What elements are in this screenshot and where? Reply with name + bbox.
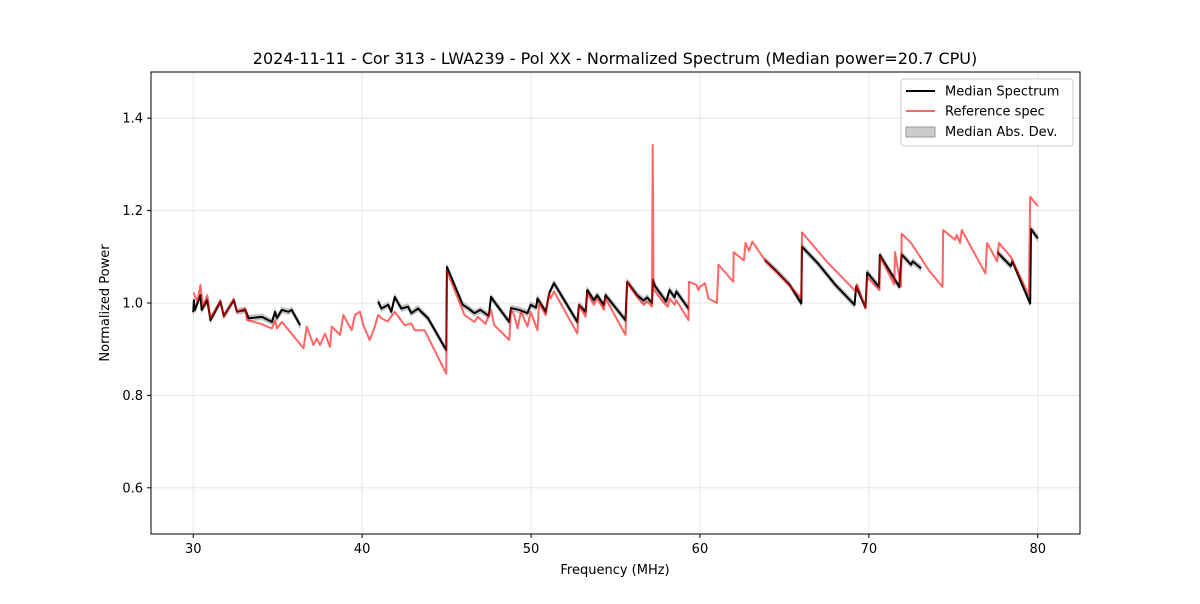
chart-title: 2024-11-11 - Cor 313 - LWA239 - Pol XX -… xyxy=(253,49,977,68)
legend-median-label: Median Spectrum xyxy=(945,85,1059,100)
y-tick-label: 0.8 xyxy=(122,389,143,404)
legend-mad-swatch xyxy=(905,126,936,138)
y-tick-label: 1.4 xyxy=(122,112,143,127)
reference-spectrum-line xyxy=(192,143,1039,375)
x-tick-label: 70 xyxy=(861,542,878,557)
x-tick-label: 30 xyxy=(185,542,202,557)
legend-mad-label: Median Abs. Dev. xyxy=(945,125,1057,140)
y-axis-label: Normalized Power xyxy=(98,244,113,362)
median-spectrum-line xyxy=(377,265,690,352)
y-tick-label: 1.2 xyxy=(122,204,143,219)
mad-band xyxy=(377,263,689,355)
x-tick-label: 50 xyxy=(523,542,540,557)
y-tick-label: 1.0 xyxy=(122,297,143,312)
x-tick-label: 60 xyxy=(692,542,709,557)
x-tick-label: 40 xyxy=(354,542,371,557)
median-spectrum-line xyxy=(996,228,1039,305)
legend: Median Spectrum Reference spec Median Ab… xyxy=(900,78,1074,147)
legend-reference-label: Reference spec xyxy=(945,105,1045,120)
y-tick-label: 0.6 xyxy=(122,481,143,496)
legend-box xyxy=(900,78,1074,147)
x-tick-label: 80 xyxy=(1029,542,1046,557)
x-axis-label: Frequency (MHz) xyxy=(560,563,669,578)
